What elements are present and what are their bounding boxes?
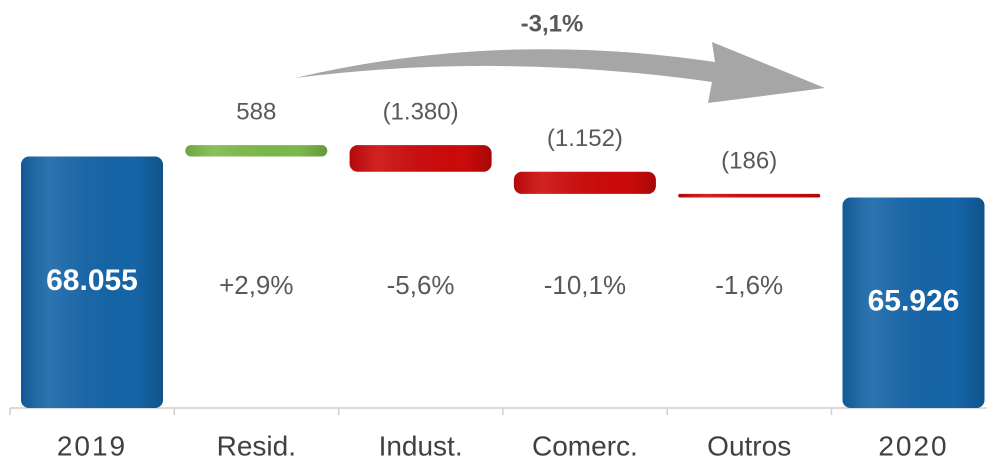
- change-label: +2,9%: [219, 270, 293, 300]
- value-label: (1.152): [547, 125, 623, 152]
- change-label: -1,6%: [715, 270, 783, 300]
- value-label: (186): [721, 147, 777, 174]
- value-label: 65.926: [868, 285, 960, 318]
- change-label: -10,1%: [544, 270, 626, 300]
- bar-shade: [21, 156, 163, 408]
- x-tick-label: 2019: [57, 430, 127, 461]
- bar-shade: [185, 145, 328, 157]
- bar-shade: [349, 145, 492, 172]
- value-label: 588: [236, 98, 276, 125]
- value-label: 68.055: [46, 264, 138, 297]
- bar-shade: [678, 193, 821, 198]
- x-tick-label: Comerc.: [532, 430, 638, 461]
- x-tick-label: Indust.: [379, 430, 463, 461]
- x-tick-label: Resid.: [217, 430, 296, 461]
- trend-arrow: [295, 42, 825, 103]
- annotation: -3,1%: [521, 10, 584, 37]
- x-tick-label: Outros: [707, 430, 791, 461]
- bar-shade: [842, 197, 985, 408]
- change-label: -5,6%: [387, 270, 455, 300]
- bar-shade: [513, 171, 656, 194]
- x-tick-label: 2020: [878, 430, 948, 461]
- value-label: (1.380): [383, 98, 459, 125]
